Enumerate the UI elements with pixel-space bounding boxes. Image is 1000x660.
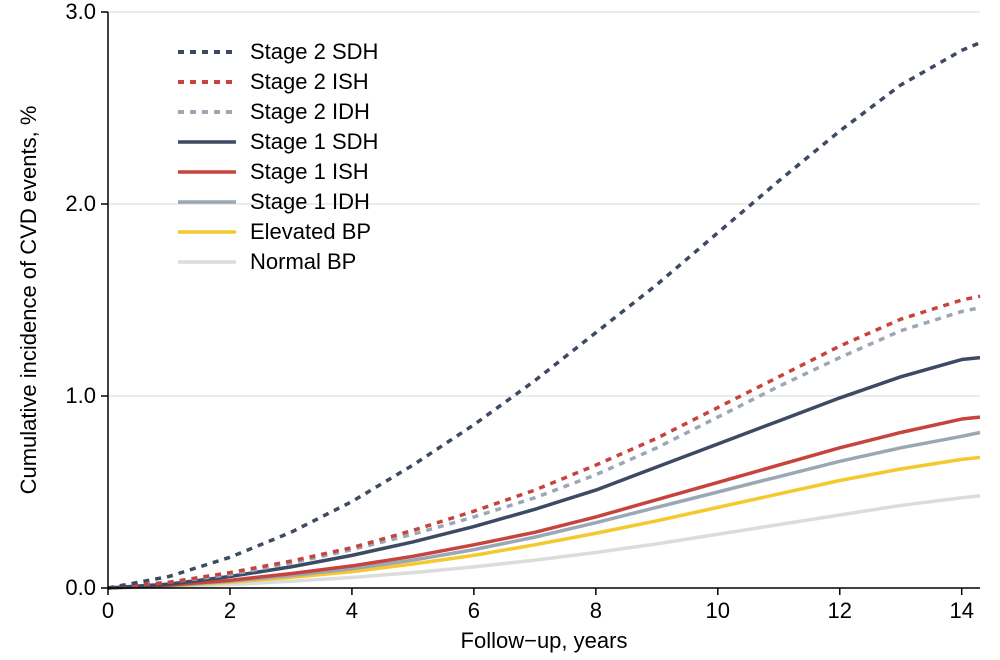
series-line xyxy=(108,417,980,588)
x-tick-label: 6 xyxy=(468,598,480,623)
legend-label: Normal BP xyxy=(250,249,356,274)
x-tick-label: 4 xyxy=(346,598,358,623)
x-tick-label: 0 xyxy=(102,598,114,623)
legend-label: Elevated BP xyxy=(250,219,371,244)
series-line xyxy=(108,432,980,588)
legend-label: Stage 1 SDH xyxy=(250,129,378,154)
x-tick-label: 14 xyxy=(949,598,973,623)
legend-label: Stage 1 IDH xyxy=(250,189,370,214)
y-axis-label: Cumulative incidence of CVD events, % xyxy=(16,106,41,495)
cumulative-incidence-chart: 0 2 4 6 8 10 12 14 0.0 1.0 2.0 3.0 Stage 2 SDH Stage… xyxy=(0,0,1000,660)
y-tick-label: 3.0 xyxy=(65,0,96,24)
x-axis-label: Follow−up, years xyxy=(461,628,628,653)
y-tick-label: 0.0 xyxy=(65,575,96,600)
series-line xyxy=(108,457,980,588)
y-tick-label: 2.0 xyxy=(65,191,96,216)
x-tick-label: 8 xyxy=(590,598,602,623)
legend-label: Stage 2 SDH xyxy=(250,39,378,64)
y-tick-label: 1.0 xyxy=(65,383,96,408)
legend-label: Stage 2 IDH xyxy=(250,99,370,124)
x-tick-label: 10 xyxy=(706,598,730,623)
legend-label: Stage 1 ISH xyxy=(250,159,369,184)
legend-label: Stage 2 ISH xyxy=(250,69,369,94)
x-tick-label: 2 xyxy=(224,598,236,623)
series-line xyxy=(108,308,980,588)
x-tick-label: 12 xyxy=(828,598,852,623)
